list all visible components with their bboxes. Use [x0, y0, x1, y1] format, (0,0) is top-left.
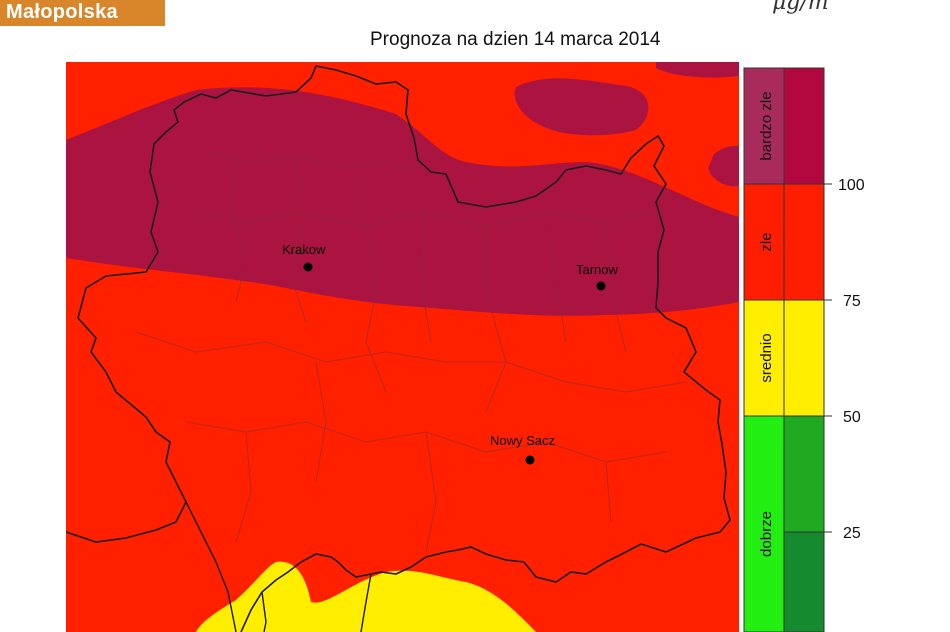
- legend-label-srednio: srednio: [758, 333, 775, 382]
- legend-bar-dobrze-2: [783, 531, 825, 632]
- city-label-krakow: Krakow: [282, 242, 326, 257]
- zone-srednio: [196, 561, 536, 632]
- zone-bardzo-zle-blob-right: [514, 78, 649, 136]
- inner-border-south-3: [360, 573, 372, 632]
- zone-bardzo-zle-blob-top: [656, 62, 739, 78]
- city-dot-krakow: [303, 262, 313, 272]
- zone-bardzo-zle: [66, 87, 739, 316]
- city-label-nowy-sacz: Nowy Sacz: [490, 433, 555, 448]
- legend-label-bardzo-zle: bardzo zle: [758, 91, 775, 160]
- legend-cat-zle: [743, 183, 785, 301]
- unit-label: μg/m: [772, 0, 829, 15]
- legend-cat-bardzo-zle: [743, 67, 785, 185]
- forecast-map: Krakow Tarnow Nowy Sacz: [66, 62, 739, 632]
- legend-label-dobrze: dobrze: [758, 511, 775, 557]
- legend-bar-zle: [783, 183, 825, 301]
- map-title: Prognoza na dzien 14 marca 2014: [370, 29, 661, 50]
- tick-label-100: 100: [838, 177, 865, 194]
- city-label-tarnow: Tarnow: [576, 262, 619, 277]
- legend-bar-srednio: [783, 299, 825, 417]
- tick-label-50: 50: [843, 409, 861, 426]
- inner-border-south: [185, 501, 237, 632]
- legend-cat-dobrze: [743, 415, 785, 632]
- tick-label-75: 75: [843, 293, 861, 310]
- zone-bardzo-zle-blob-edge: [708, 145, 739, 187]
- city-dot-tarnow: [596, 281, 606, 291]
- tick-label-25: 25: [843, 525, 861, 542]
- malopolska-logo: Małopolska: [0, 0, 165, 26]
- city-dot-nowy-sacz: [525, 455, 535, 465]
- voivodeship-border-left: [66, 131, 187, 543]
- legend-bar-bardzo-zle: [783, 67, 825, 185]
- legend-label-zle: zle: [758, 232, 775, 251]
- legend-bar-dobrze-1: [783, 415, 825, 533]
- voivodeship-border: [165, 65, 731, 632]
- legend-cat-srednio: [743, 299, 785, 417]
- county-borders: [135, 151, 687, 553]
- inner-border-south-2: [261, 591, 267, 632]
